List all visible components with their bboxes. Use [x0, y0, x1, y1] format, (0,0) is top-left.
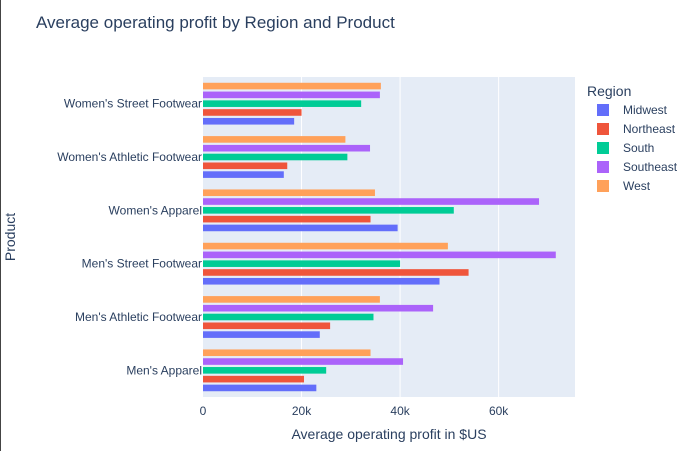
- left-border-line: [0, 0, 1, 451]
- bar: [203, 189, 375, 197]
- bar: [203, 171, 284, 178]
- bar: [203, 375, 305, 383]
- chart-title: Average operating profit by Region and P…: [36, 13, 395, 32]
- bar: [203, 153, 348, 161]
- bar: [203, 384, 317, 392]
- bar: [203, 198, 540, 205]
- legend-swatch: [597, 142, 609, 154]
- bar: [203, 242, 448, 250]
- legend-swatch: [597, 180, 609, 192]
- y-tick-label: Women's Apparel: [109, 203, 202, 217]
- bar: [203, 207, 454, 214]
- legend-label: Northeast: [623, 122, 676, 136]
- x-tick-label: 40k: [390, 404, 410, 418]
- gridlines: [301, 77, 500, 397]
- bar: [203, 162, 288, 170]
- legend: Region Midwest Northeast South Southeast Wes…: [587, 83, 678, 193]
- x-tick-label: 0: [200, 404, 207, 418]
- legend-title: Region: [587, 83, 631, 99]
- bar: [203, 322, 331, 330]
- bar: [203, 296, 380, 303]
- bar: [203, 331, 320, 338]
- x-tick-label: 20k: [292, 404, 312, 418]
- bar: [203, 215, 371, 223]
- bar: [203, 304, 434, 312]
- y-axis-title: Product: [2, 213, 18, 261]
- bars: [203, 82, 556, 392]
- bar: [203, 358, 404, 365]
- bar: [203, 269, 469, 276]
- legend-label: South: [623, 141, 654, 155]
- bar: [203, 100, 362, 107]
- x-axis-title: Average operating profit in $US: [291, 426, 486, 442]
- plot-background: [203, 77, 575, 397]
- legend-label: Southeast: [623, 160, 678, 174]
- legend-label: West: [623, 179, 651, 193]
- y-axis-ticks: Men's Apparel Men's Athletic Footwear Men'…: [57, 97, 202, 378]
- bar: [203, 117, 295, 125]
- bar: [203, 82, 381, 90]
- bar: [203, 367, 327, 374]
- bar: [203, 109, 302, 116]
- legend-label: Midwest: [623, 103, 668, 117]
- y-tick-label: Men's Street Footwear: [82, 257, 202, 271]
- x-axis-ticks: 0 20k 40k 60k: [200, 404, 510, 418]
- y-tick-label: Women's Athletic Footwear: [57, 150, 202, 164]
- y-tick-label: Men's Athletic Footwear: [75, 310, 202, 324]
- bar: [203, 91, 380, 99]
- x-tick-label: 60k: [489, 404, 509, 418]
- bar: [203, 349, 371, 357]
- bar: [203, 260, 401, 267]
- bar: [203, 313, 374, 321]
- y-tick-label: Men's Apparel: [126, 363, 202, 377]
- legend-swatch: [597, 104, 609, 116]
- bar: [203, 144, 371, 152]
- bar: [203, 251, 556, 259]
- y-tick-label: Women's Street Footwear: [64, 97, 202, 111]
- bar: [203, 277, 440, 285]
- bar: [203, 224, 398, 232]
- legend-swatch: [597, 161, 609, 173]
- bar: [203, 136, 346, 143]
- legend-swatch: [597, 123, 609, 135]
